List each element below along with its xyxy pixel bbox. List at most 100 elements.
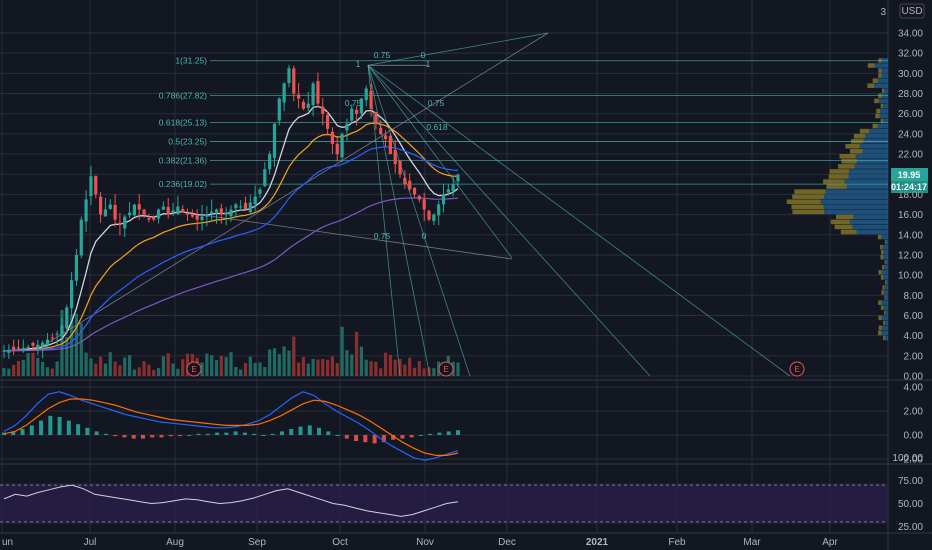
candle-body[interactable]: [239, 206, 243, 208]
candle-body[interactable]: [103, 209, 108, 217]
candle-body[interactable]: [393, 150, 397, 165]
candle-body[interactable]: [89, 176, 93, 197]
candle-body[interactable]: [379, 127, 383, 134]
candle-body[interactable]: [113, 204, 117, 220]
candle-body[interactable]: [70, 280, 74, 309]
candle-body[interactable]: [282, 83, 286, 103]
candle-body[interactable]: [364, 88, 368, 101]
candle-body[interactable]: [311, 83, 315, 106]
candle-body[interactable]: [45, 339, 50, 345]
candle-body[interactable]: [200, 216, 204, 220]
candle-body[interactable]: [340, 133, 344, 158]
candle-body[interactable]: [297, 94, 301, 99]
candle-body[interactable]: [79, 219, 83, 256]
earnings-marker[interactable]: E: [186, 361, 202, 377]
candle-body[interactable]: [31, 342, 35, 346]
ema-slow-line[interactable]: [3, 146, 459, 352]
fib-fan-ray[interactable]: [367, 65, 431, 377]
fib-fan-ray[interactable]: [367, 64, 791, 377]
candle-body[interactable]: [41, 342, 45, 347]
candle-body[interactable]: [36, 344, 40, 349]
candle-body[interactable]: [398, 160, 402, 175]
candle-body[interactable]: [21, 347, 25, 351]
candle-body[interactable]: [330, 131, 335, 144]
earnings-marker[interactable]: E: [789, 361, 805, 377]
candle-body[interactable]: [258, 189, 262, 194]
candle-body[interactable]: [427, 210, 431, 220]
candle-body[interactable]: [84, 199, 88, 222]
candle-body[interactable]: [354, 109, 359, 114]
candle-body[interactable]: [403, 177, 407, 185]
candle-body[interactable]: [234, 204, 238, 209]
candle-body[interactable]: [12, 346, 16, 350]
candle-body[interactable]: [132, 204, 137, 216]
candle-body[interactable]: [152, 217, 156, 220]
price-axis[interactable]: 0.00 2.00 4.00 6.00 8.00 10.00 12.00 14.00 16.00…: [892, 29, 923, 534]
candle-body[interactable]: [2, 350, 6, 352]
candle-body[interactable]: [16, 347, 21, 349]
candle-body[interactable]: [123, 216, 127, 229]
candle-body[interactable]: [437, 204, 441, 216]
candle-body[interactable]: [219, 208, 223, 215]
time-axis[interactable]: un Jul Aug Sep Oct Nov Dec 2021 Feb Mar Apr: [2, 537, 838, 548]
fib-fan-ray[interactable]: [367, 65, 471, 377]
fib-fan-ray[interactable]: [367, 65, 513, 259]
candle-body[interactable]: [161, 206, 165, 210]
candle-body[interactable]: [335, 143, 339, 155]
candle-body[interactable]: [456, 174, 460, 182]
candle-body[interactable]: [287, 68, 291, 84]
candle-body[interactable]: [26, 346, 30, 348]
candle-body[interactable]: [263, 169, 267, 187]
candle-body[interactable]: [7, 349, 11, 353]
candle-body[interactable]: [350, 108, 354, 121]
candle-body[interactable]: [74, 254, 79, 281]
candle-body[interactable]: [321, 106, 325, 114]
candle-body[interactable]: [60, 325, 64, 336]
rsi-line[interactable]: [3, 484, 459, 517]
candle-body[interactable]: [98, 196, 103, 215]
candle-body[interactable]: [50, 337, 54, 339]
candle-body[interactable]: [316, 81, 320, 104]
candle-body[interactable]: [65, 307, 69, 329]
trendline[interactable]: [39, 32, 549, 349]
candle-body[interactable]: [325, 115, 330, 129]
candle-body[interactable]: [432, 214, 436, 222]
candle-body[interactable]: [214, 209, 219, 213]
candle-body[interactable]: [451, 184, 455, 192]
candle-body[interactable]: [147, 218, 151, 220]
macd-signal-line[interactable]: [3, 398, 459, 456]
candle-body[interactable]: [171, 210, 175, 213]
candle-body[interactable]: [412, 187, 417, 195]
candle-body[interactable]: [345, 123, 349, 131]
candle-body[interactable]: [156, 209, 161, 219]
candlesticks[interactable]: [2, 64, 460, 359]
candle-body[interactable]: [272, 123, 277, 158]
candle-body[interactable]: [441, 194, 446, 205]
candle-body[interactable]: [205, 214, 209, 217]
candle-body[interactable]: [374, 111, 378, 124]
candle-body[interactable]: [94, 175, 98, 195]
candle-body[interactable]: [176, 206, 180, 214]
candle-body[interactable]: [422, 199, 426, 210]
candle-body[interactable]: [446, 189, 450, 193]
candle-body[interactable]: [388, 135, 392, 155]
candle-body[interactable]: [306, 103, 310, 108]
candle-body[interactable]: [301, 101, 306, 109]
candle-body[interactable]: [253, 196, 257, 205]
candle-body[interactable]: [268, 154, 272, 170]
candle-body[interactable]: [224, 212, 228, 215]
candle-body[interactable]: [142, 209, 146, 215]
candle-body[interactable]: [181, 209, 185, 213]
candle-body[interactable]: [229, 209, 233, 217]
candle-body[interactable]: [195, 215, 199, 220]
candle-body[interactable]: [359, 98, 364, 114]
macd-pane[interactable]: [2, 391, 460, 461]
candle-body[interactable]: [243, 202, 248, 210]
candle-body[interactable]: [166, 206, 170, 215]
candle-body[interactable]: [137, 204, 141, 210]
trendline[interactable]: [199, 214, 513, 260]
fib-fan-ray[interactable]: [367, 32, 549, 66]
candle-body[interactable]: [292, 68, 296, 94]
candle-body[interactable]: [55, 333, 59, 335]
candle-body[interactable]: [127, 212, 132, 216]
